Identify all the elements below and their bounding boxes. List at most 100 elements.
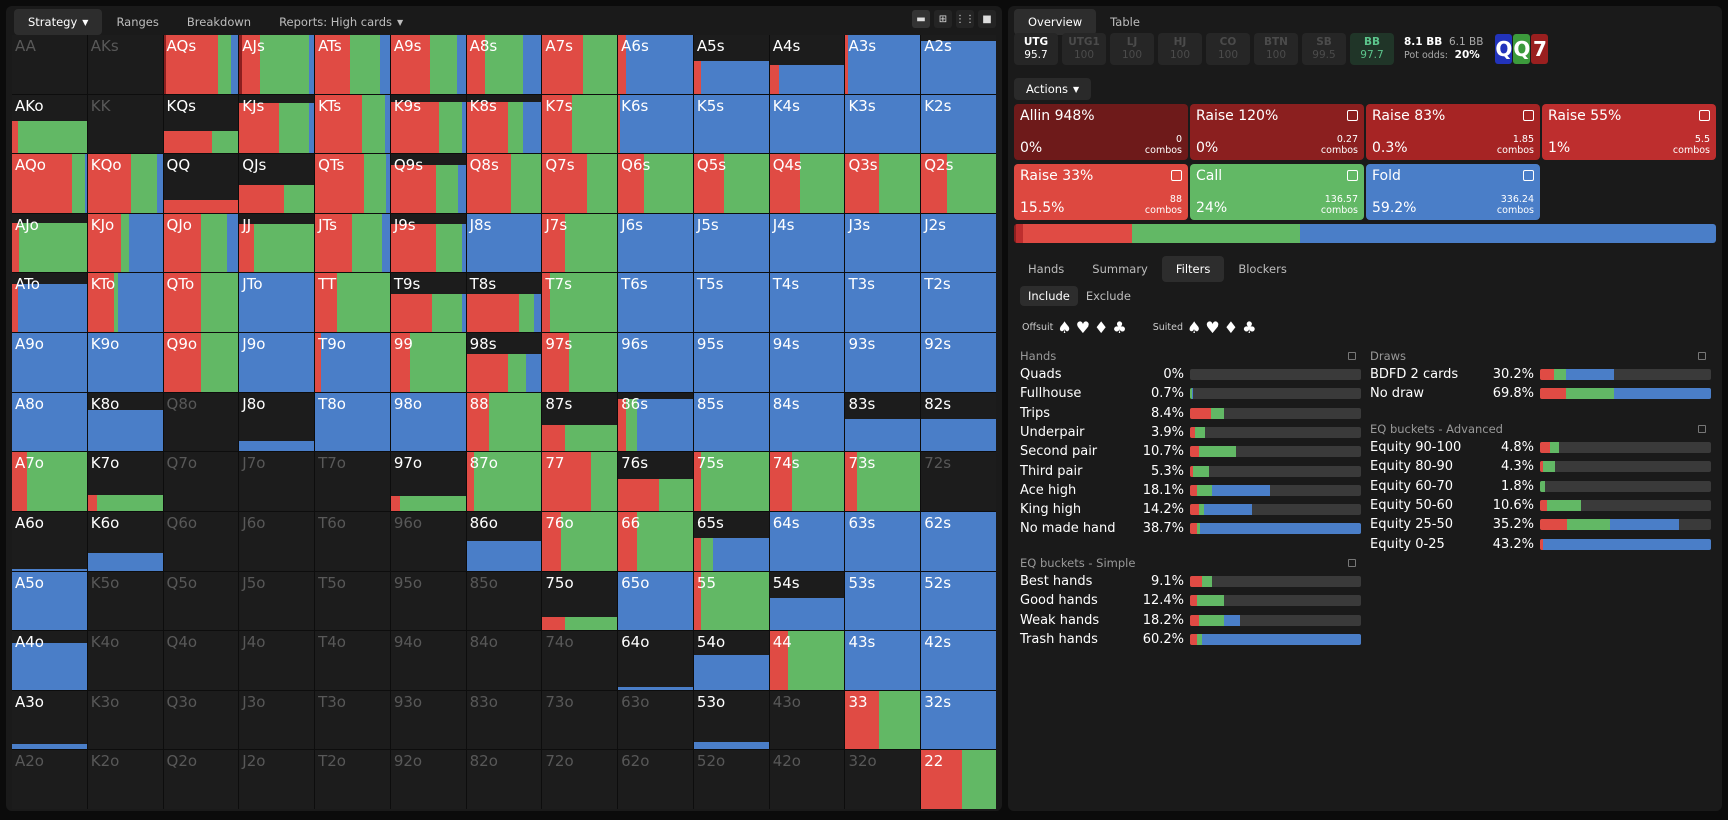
hand-cell[interactable]: 96s [618, 333, 693, 392]
hand-cell[interactable]: 87o [466, 452, 542, 511]
hand-cell[interactable]: 53o [693, 690, 769, 750]
hand-cell[interactable]: J7s [542, 213, 618, 273]
action-card[interactable]: Raise 120% 0% 0.27 combos [1190, 104, 1364, 160]
player-hj[interactable]: HJ 100 [1158, 33, 1202, 65]
hand-cell[interactable]: AQs [163, 35, 239, 94]
hand-cell[interactable]: 63s [845, 511, 921, 571]
hand-cell[interactable]: QTo [163, 273, 239, 333]
action-card[interactable]: Call 24% 136.57 combos [1190, 164, 1364, 220]
hand-cell[interactable]: 95s [693, 333, 769, 392]
hand-cell[interactable]: 32o [845, 750, 921, 809]
stat-row[interactable]: Equity 25-50 35.2% [1370, 515, 1711, 534]
full-view-icon[interactable]: ■ [978, 10, 996, 28]
hand-cell[interactable]: A6o [12, 511, 87, 571]
details-icon[interactable] [1523, 170, 1534, 181]
collapse-icon[interactable] [1348, 352, 1356, 360]
details-icon[interactable] [1523, 110, 1534, 121]
hand-cell[interactable]: T5o [315, 571, 390, 631]
hand-cell[interactable]: 93s [845, 333, 921, 392]
action-card[interactable]: Allin 948% 0% 0 combos [1014, 104, 1188, 160]
hand-cell[interactable]: A5o [12, 571, 87, 631]
details-icon[interactable] [1347, 110, 1358, 121]
tab-blockers[interactable]: Blockers [1238, 262, 1287, 276]
player-utg[interactable]: UTG 95.7 [1014, 33, 1058, 65]
hand-cell[interactable]: Q5o [163, 571, 239, 631]
hand-cell[interactable]: JTo [239, 273, 315, 333]
hand-cell[interactable]: J3o [239, 690, 315, 750]
player-lj[interactable]: LJ 100 [1110, 33, 1154, 65]
hand-cell[interactable]: T6s [618, 273, 693, 333]
action-card[interactable]: Raise 83% 0.3% 1.85 combos [1366, 104, 1540, 160]
stat-row[interactable]: Equity 60-70 1.8% [1370, 477, 1711, 496]
hand-cell[interactable]: KQo [87, 154, 163, 213]
player-sb[interactable]: SB 99.5 [1302, 33, 1346, 65]
hand-cell[interactable]: 33 [845, 690, 921, 750]
hand-cell[interactable]: K5o [87, 571, 163, 631]
hand-cell[interactable]: 73o [542, 690, 618, 750]
hand-cell[interactable]: J3s [845, 213, 921, 273]
hand-cell[interactable]: Q9o [163, 333, 239, 392]
hand-cell[interactable]: K4o [87, 631, 163, 690]
hand-cell[interactable]: T8o [315, 392, 390, 452]
hand-cell[interactable]: A7o [12, 452, 87, 511]
hand-cell[interactable]: K6s [618, 94, 693, 154]
hand-cell[interactable]: A8o [12, 392, 87, 452]
hand-cell[interactable]: AJo [12, 213, 87, 273]
hand-cell[interactable]: A2o [12, 750, 87, 809]
hand-cell[interactable]: A7s [542, 35, 618, 94]
hand-cell[interactable]: 43s [845, 631, 921, 690]
hand-cell[interactable]: 72o [542, 750, 618, 809]
hand-cell[interactable]: 42s [921, 631, 996, 690]
hand-cell[interactable]: 94o [390, 631, 466, 690]
action-card[interactable]: Fold 59.2% 336.24 combos [1366, 164, 1540, 220]
hand-cell[interactable]: Q3o [163, 690, 239, 750]
hand-cell[interactable]: 52o [693, 750, 769, 809]
hand-cell[interactable]: QTs [315, 154, 390, 213]
hand-cell[interactable]: 83s [845, 392, 921, 452]
hand-cell[interactable]: J4s [769, 213, 845, 273]
stat-row[interactable]: Good hands 12.4% [1020, 591, 1361, 610]
hand-cell[interactable]: J5s [693, 213, 769, 273]
player-co[interactable]: CO 100 [1206, 33, 1250, 65]
hand-cell[interactable]: 94s [769, 333, 845, 392]
hand-cell[interactable]: A6s [618, 35, 693, 94]
hand-cell[interactable]: K8o [87, 392, 163, 452]
hand-cell[interactable]: J6o [239, 511, 315, 571]
hand-cell[interactable]: K7o [87, 452, 163, 511]
include-button[interactable]: Include [1020, 286, 1078, 306]
spade-icon[interactable]: ♠ [1187, 318, 1202, 337]
stat-row[interactable]: Quads 0% [1020, 365, 1361, 384]
hand-cell[interactable]: K2s [921, 94, 996, 154]
stat-row[interactable]: Underpair 3.9% [1020, 423, 1361, 442]
stat-row[interactable]: No draw 69.8% [1370, 384, 1711, 403]
hand-cell[interactable]: Q5s [693, 154, 769, 213]
grid-view-icon[interactable]: ⋮⋮ [955, 10, 975, 28]
hand-cell[interactable]: Q7s [542, 154, 618, 213]
hand-cell[interactable]: KQs [163, 94, 239, 154]
action-card[interactable]: Raise 33% 15.5% 88 combos [1014, 164, 1188, 220]
hand-cell[interactable]: 32s [921, 690, 996, 750]
stat-row[interactable]: Equity 80-90 4.3% [1370, 457, 1711, 476]
hand-cell[interactable]: 66 [618, 511, 693, 571]
hand-cell[interactable]: J5o [239, 571, 315, 631]
hand-cell[interactable]: 54o [693, 631, 769, 690]
hand-cell[interactable]: J9o [239, 333, 315, 392]
tab-overview[interactable]: Overview [1014, 9, 1097, 35]
hand-cell[interactable]: 63o [618, 690, 693, 750]
hand-cell[interactable]: Q3s [845, 154, 921, 213]
hand-cell[interactable]: 54s [769, 571, 845, 631]
hand-cell[interactable]: Q9s [390, 154, 466, 213]
hand-cell[interactable]: 85s [693, 392, 769, 452]
collapse-icon[interactable] [1698, 352, 1706, 360]
hand-cell[interactable]: Q6o [163, 511, 239, 571]
hand-cell[interactable]: 43o [769, 690, 845, 750]
hand-cell[interactable]: 77 [542, 452, 618, 511]
hand-cell[interactable]: 95o [390, 571, 466, 631]
hand-cell[interactable]: T5s [693, 273, 769, 333]
hand-cell[interactable]: J2o [239, 750, 315, 809]
hand-cell[interactable]: QQ [163, 154, 239, 213]
hand-cell[interactable]: 75s [693, 452, 769, 511]
hand-cell[interactable]: T4o [315, 631, 390, 690]
hand-cell[interactable]: K6o [87, 511, 163, 571]
hand-cell[interactable]: 84o [466, 631, 542, 690]
